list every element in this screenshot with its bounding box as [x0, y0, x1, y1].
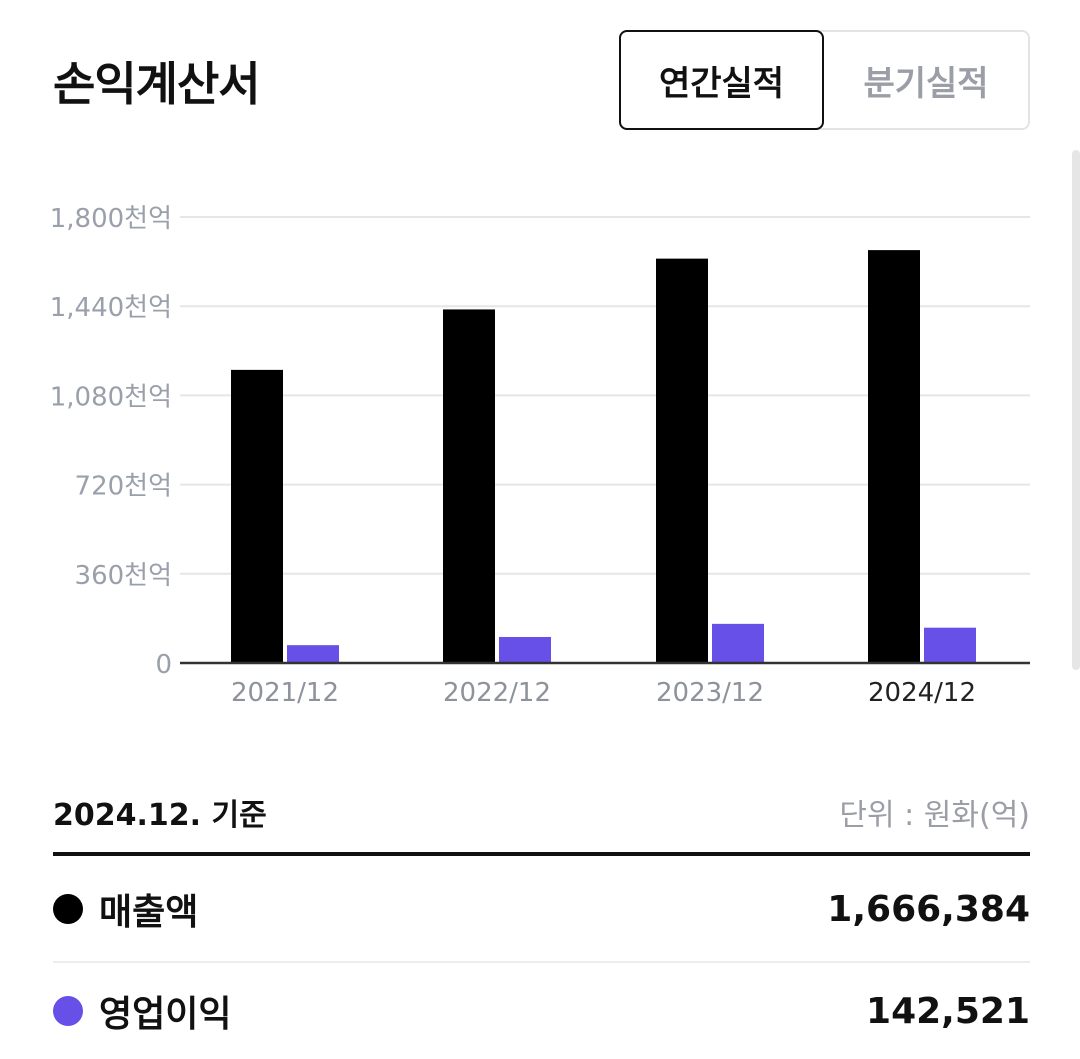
y-tick-label: 0 [155, 650, 172, 680]
x-tick-label: 2022/12 [443, 678, 551, 708]
operating-profit-bar [924, 627, 976, 663]
summary-row-operating-profit: 영업이익 142,521 [53, 963, 1030, 1059]
y-tick-label: 1,440천억 [50, 293, 172, 323]
operating-profit-value: 142,521 [866, 990, 1030, 1032]
operating-profit-bar [499, 636, 551, 663]
revenue-value: 1,666,384 [827, 888, 1030, 930]
y-tick-label: 720천억 [75, 472, 172, 502]
x-tick-label: 2024/12 [868, 678, 976, 708]
revenue-label: 매출액 [99, 892, 199, 933]
summary-row-revenue: 매출액 1,666,384 [53, 861, 1030, 957]
as-of-date: 2024.12. 기준 [53, 798, 267, 833]
y-tick-label: 1,080천억 [50, 382, 172, 412]
quarterly-tab[interactable]: 분기실적 [863, 63, 989, 104]
annual-tab[interactable]: 연간실적 [619, 30, 824, 130]
operating-profit-label: 영업이익 [99, 994, 232, 1035]
period-toggle: 연간실적 분기실적 [619, 30, 1030, 130]
operating-profit-bar [287, 645, 339, 663]
row-divider [53, 961, 1030, 963]
revenue-legend-dot [53, 894, 83, 924]
revenue-bar [443, 309, 495, 663]
bar-chart: 0 360천억 720천억 1,080천억 1,440천억 1,800천억 2021/12 2… [50, 204, 1030, 708]
revenue-bar [868, 250, 920, 663]
x-tick-label: 2023/12 [656, 678, 764, 708]
y-tick-label: 1,800천억 [50, 204, 172, 234]
divider [53, 852, 1030, 856]
unit-label: 단위 : 원화(억) [839, 798, 1030, 833]
x-tick-label: 2021/12 [231, 678, 339, 708]
revenue-bar [231, 369, 283, 663]
operating-profit-bar [712, 623, 764, 663]
y-tick-label: 360천억 [75, 561, 172, 591]
operating-profit-legend-dot [53, 996, 83, 1026]
revenue-bar [656, 258, 708, 663]
page-title: 손익계산서 [53, 57, 261, 111]
scrollbar[interactable] [1072, 150, 1080, 670]
